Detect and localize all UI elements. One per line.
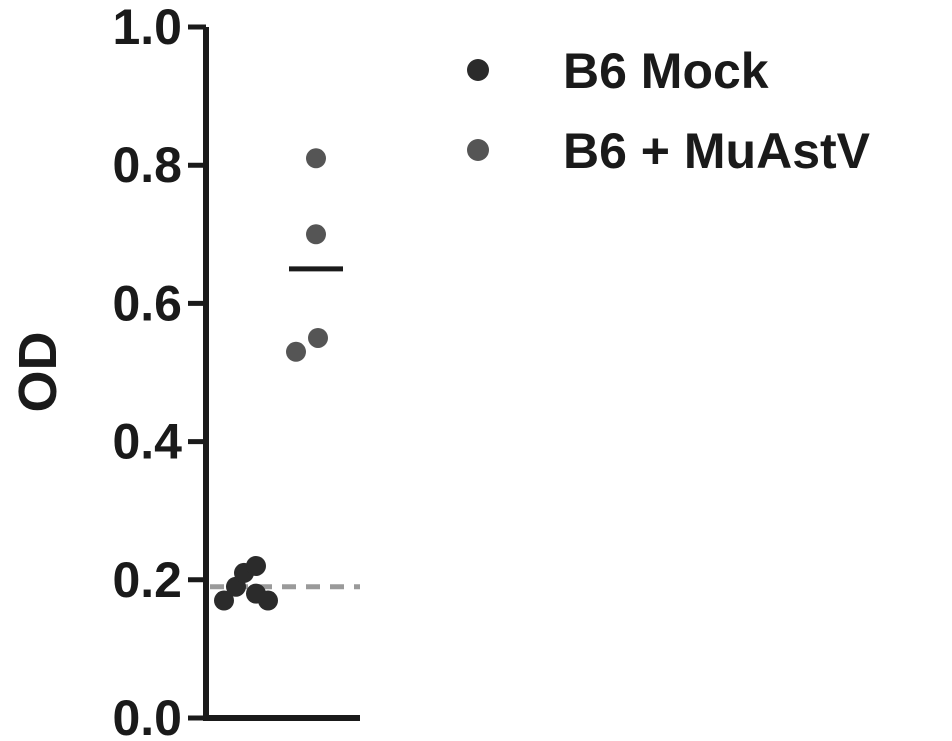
legend-marker-1 (467, 59, 489, 81)
y-axis: 0.0 0.2 0.4 0.6 0.8 1.0 (112, 0, 360, 741)
point-2-1 (306, 148, 326, 169)
point-2-4 (286, 341, 306, 362)
legend-label-1: B6 Mock (563, 43, 769, 99)
legend-marker-2 (467, 139, 489, 161)
point-1-4 (258, 590, 278, 611)
legend: B6 Mock B6 + MuAstV (467, 43, 871, 179)
point-1-6 (246, 555, 266, 576)
y-tick-label-0: 0.0 (112, 690, 182, 741)
y-tick-label-2: 0.4 (112, 414, 182, 470)
y-tick-label-1: 0.2 (112, 552, 182, 608)
y-axis-title: OD (8, 332, 68, 413)
point-2-2 (306, 224, 326, 245)
y-tick-label-4: 0.8 (112, 137, 182, 193)
legend-label-2: B6 + MuAstV (563, 123, 871, 179)
y-tick-label-3: 0.6 (112, 275, 182, 331)
point-1-1 (214, 590, 234, 611)
point-2-3 (308, 327, 328, 348)
data-points (214, 148, 343, 611)
y-tick-label-5: 1.0 (112, 0, 182, 55)
